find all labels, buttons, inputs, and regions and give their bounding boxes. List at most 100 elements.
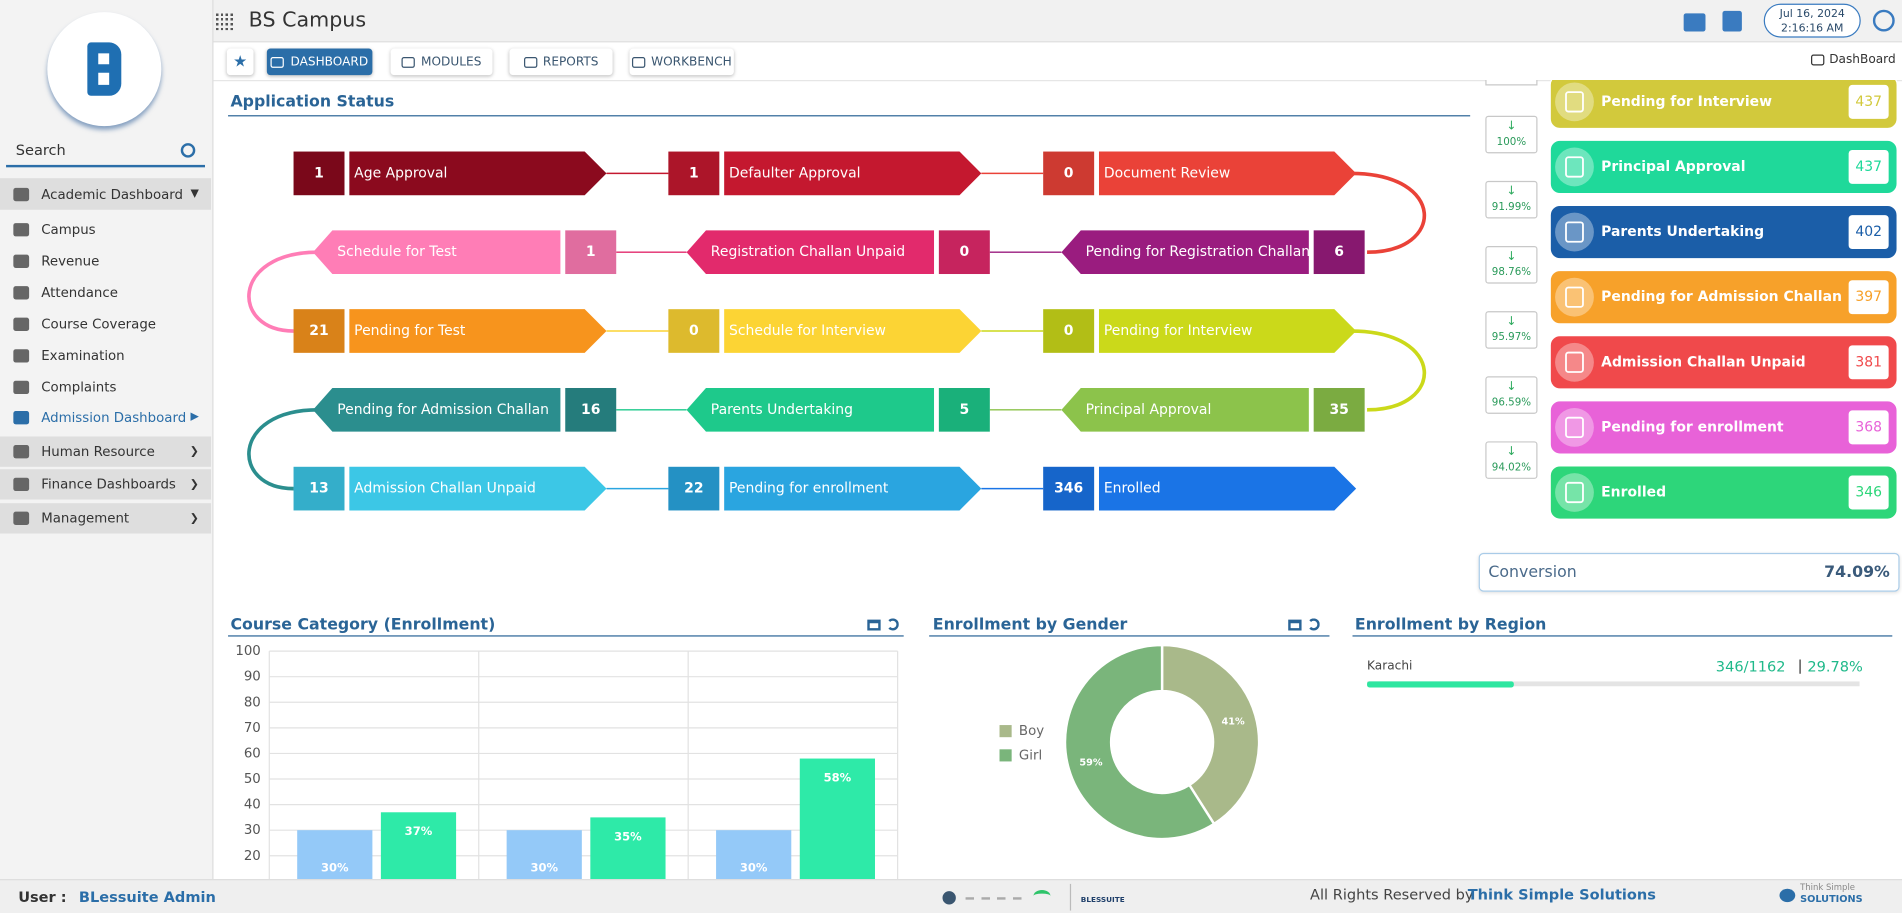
status-step[interactable]: Pending for Interview 0	[1043, 309, 1357, 353]
step-count-box	[565, 387, 617, 432]
tab[interactable]: REPORTS	[509, 48, 613, 76]
apps-icon[interactable]	[215, 10, 236, 31]
tab[interactable]: WORKBENCH	[629, 48, 734, 76]
window-icon[interactable]	[867, 619, 881, 631]
refresh-icon[interactable]	[886, 618, 899, 631]
funnel-item[interactable]: Principal Approval 437	[1549, 139, 1898, 195]
funnel-icon	[1555, 277, 1594, 317]
step-arrow	[1098, 466, 1357, 511]
menu-item[interactable]: Management ❯	[0, 503, 212, 534]
funnel-label: Admission Challan Unpaid	[1601, 354, 1805, 370]
step-count-box	[1043, 309, 1095, 353]
step-count: 1	[314, 165, 324, 181]
slice-label: 59%	[1079, 758, 1102, 769]
step-arrow	[349, 309, 607, 353]
step-arrow	[1098, 151, 1357, 196]
tab[interactable]: MODULES	[390, 48, 493, 76]
calendar-icon[interactable]	[1722, 10, 1742, 32]
status-step[interactable]: Parents Undertaking 5	[686, 387, 990, 432]
app-title: BS Campus	[248, 8, 367, 33]
conversion-box: Conversion 74.09%	[1478, 552, 1900, 592]
menu-label: Admission Dashboard	[41, 409, 187, 425]
step-count-box	[938, 387, 990, 432]
menu-item[interactable]: Examination	[0, 346, 211, 365]
status-step[interactable]: Admission Challan Unpaid 13	[293, 466, 607, 511]
status-step[interactable]: Enrolled 346	[1043, 466, 1357, 511]
step-count-shade	[293, 466, 345, 511]
bar	[799, 758, 875, 880]
step-count-shade	[668, 151, 720, 196]
step-count-box	[668, 309, 720, 353]
step-count: 35	[1329, 402, 1348, 418]
y-tick-label: 30	[244, 823, 261, 838]
search-input[interactable]: Search	[15, 141, 66, 159]
donut-slice	[1063, 643, 1216, 841]
rate-box	[1485, 180, 1538, 219]
status-step[interactable]: Age Approval 1	[293, 151, 607, 196]
menu-item[interactable]: Admission Dashboard ▶	[0, 406, 211, 428]
search-icon[interactable]	[180, 143, 196, 158]
step-label: Schedule for Interview	[729, 323, 886, 339]
menu-item[interactable]: Course Coverage	[0, 314, 211, 333]
tab-icon	[523, 56, 537, 68]
menu-item[interactable]: Academic Dashboard ▼	[0, 178, 212, 210]
step-count-box	[293, 151, 345, 196]
logo-hole	[98, 72, 110, 85]
funnel-item[interactable]: Pending for Admission Challan 397	[1549, 269, 1898, 325]
menu-item[interactable]: Complaints	[0, 377, 211, 396]
menu-item[interactable]: Attendance	[0, 283, 211, 302]
legend-swatch	[999, 725, 1012, 738]
menu-label: Examination	[41, 347, 125, 364]
legend-label: Boy	[1019, 724, 1044, 739]
menu-label: Finance Dashboards	[41, 476, 176, 493]
status-step[interactable]: Registration Challan Unpaid 0	[686, 230, 990, 275]
funnel-bg	[1549, 400, 1898, 455]
step-arrow	[312, 230, 561, 275]
favorite-button[interactable]: ★	[226, 48, 254, 76]
menu-item[interactable]: Revenue	[0, 251, 211, 270]
menu-label: Human Resource	[41, 443, 155, 460]
user-avatar[interactable]	[1872, 9, 1895, 32]
step-label: Parents Undertaking	[711, 402, 853, 418]
step-label: Pending for Interview	[1104, 323, 1253, 339]
step-count: 6	[1334, 244, 1344, 260]
funnel-count-box	[1848, 345, 1889, 380]
funnel-item[interactable]: Parents Undertaking 402	[1549, 204, 1898, 260]
refresh-icon[interactable]	[1307, 618, 1320, 631]
step-count-shade	[1043, 466, 1095, 511]
funnel-item[interactable]: Pending for Interview 437	[1549, 80, 1898, 130]
step-label: Pending for enrollment	[729, 481, 889, 497]
status-step[interactable]: Principal Approval 35	[1061, 387, 1365, 432]
rate-box	[1485, 115, 1538, 154]
status-step[interactable]: Pending for Registration Challan 6	[1061, 230, 1365, 275]
funnel-item[interactable]: Pending for enrollment 368	[1549, 400, 1898, 455]
status-step[interactable]: Pending for Test 21	[293, 309, 607, 353]
step-count: 0	[959, 244, 969, 260]
y-tick-label: 90	[244, 670, 261, 685]
step-count-shade	[938, 387, 990, 432]
status-step[interactable]: Schedule for Test 1	[312, 230, 617, 275]
status-step[interactable]: Document Review 0	[1043, 151, 1357, 196]
window-icon[interactable]	[1288, 619, 1302, 631]
bar	[380, 812, 457, 880]
step-count-box	[1043, 151, 1095, 196]
funnel-item[interactable]: Enrolled 346	[1549, 465, 1898, 520]
status-step[interactable]: Pending for Admission Challan 16	[312, 387, 617, 432]
rate-box	[1485, 311, 1538, 349]
bar	[506, 830, 582, 880]
menu-item[interactable]: Finance Dashboards ❯	[0, 469, 212, 500]
status-step[interactable]: Schedule for Interview 0	[668, 309, 982, 353]
status-step[interactable]: Pending for enrollment 22	[668, 466, 982, 511]
funnel-count: 437	[1855, 94, 1882, 110]
menu-item[interactable]: Campus	[0, 219, 211, 238]
campus-icon[interactable]	[1683, 13, 1706, 32]
status-step[interactable]: Defaulter Approval 1	[668, 151, 982, 196]
step-label: Schedule for Test	[337, 244, 457, 260]
funnel-item[interactable]: Admission Challan Unpaid 381	[1549, 335, 1898, 390]
menu-item[interactable]: Human Resource ❯	[0, 436, 212, 467]
step-arrow	[312, 387, 561, 432]
tab[interactable]: DASHBOARD	[266, 48, 373, 76]
rate-box	[1485, 441, 1538, 479]
step-count-box	[1043, 466, 1095, 511]
step-label: Pending for Registration Challan	[1086, 244, 1311, 260]
